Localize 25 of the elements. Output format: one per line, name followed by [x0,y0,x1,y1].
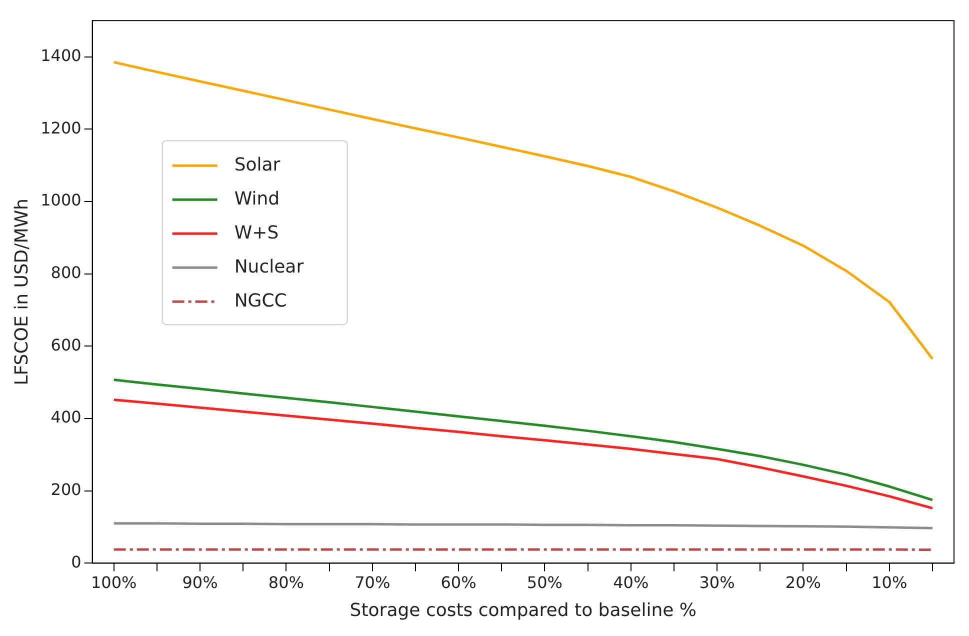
legend-label: Nuclear [234,256,304,278]
x-tick-label: 60% [440,572,476,592]
y-tick-label: 800 [50,262,82,282]
x-tick-label: 70% [354,572,390,592]
y-tick-label: 0 [71,552,82,572]
y-tick-label: 1000 [40,190,82,210]
y-axis-title: LFSCOE in USD/MWh [11,198,32,386]
x-axis-title: Storage costs compared to baseline % [350,600,697,621]
x-tick-label: 20% [785,572,821,592]
y-tick-label: 200 [50,480,82,500]
y-tick-label: 600 [50,335,82,354]
y-tick-label: 1400 [40,46,82,65]
y-tick-label: 1200 [40,118,82,138]
legend-label: Wind [234,188,280,210]
x-tick-label: 10% [872,572,908,592]
x-tick-label: 90% [182,572,218,592]
y-tick-label: 400 [50,408,82,427]
legend-label: Solar [234,154,281,176]
legend-label: W+S [234,222,279,244]
x-tick-label: 30% [699,572,735,592]
x-tick-label: 50% [526,572,562,592]
x-tick-label: 80% [268,572,304,592]
x-tick-label: 100% [90,572,137,592]
legend-label: NGCC [234,290,287,312]
x-tick-label: 40% [613,572,649,592]
